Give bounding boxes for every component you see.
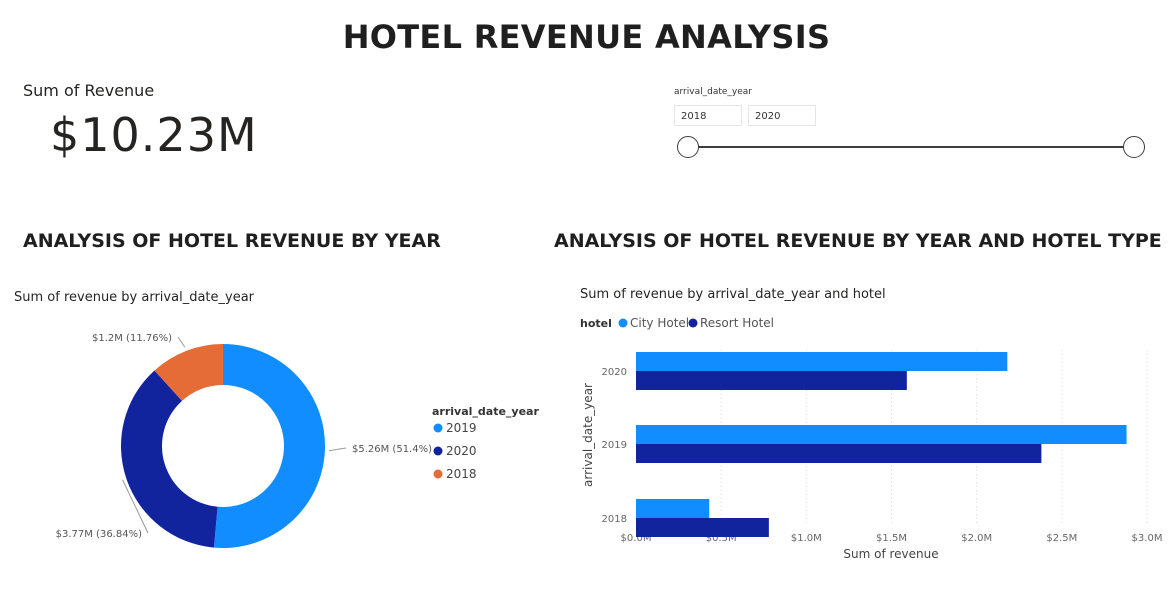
bar-x-tick-label: $2.5M (1046, 533, 1077, 544)
kpi-label: Sum of Revenue (23, 81, 155, 100)
donut-data-label-2020: $3.77M (36.84%) (56, 529, 142, 540)
donut-data-label-2019: $5.26M (51.4%) (352, 444, 432, 455)
bar-x-tick-label: $2.0M (961, 533, 992, 544)
slicer-track[interactable] (688, 146, 1134, 148)
donut-slice-2020[interactable] (121, 370, 218, 548)
bar-2019-city[interactable] (636, 425, 1127, 444)
donut-legend-marker-2020 (433, 446, 443, 456)
donut-legend-item-2020[interactable]: 2020 (446, 444, 477, 458)
slicer-from-input[interactable]: 2018 (674, 105, 742, 126)
bar-2018-city[interactable] (636, 499, 710, 518)
bar-2018-resort[interactable] (636, 518, 769, 537)
donut-leader-line (122, 479, 149, 534)
donut-slice-2018[interactable] (154, 344, 223, 401)
bar-x-tick-label: $1.5M (876, 533, 907, 544)
slicer-to-input[interactable]: 2020 (748, 105, 816, 126)
page-title: HOTEL REVENUE ANALYSIS (342, 18, 831, 56)
bar-y-axis-title: arrival_date_year (581, 383, 595, 487)
bar-chart-title: Sum of revenue by arrival_date_year and … (580, 287, 886, 302)
bar-legend-marker (688, 318, 698, 328)
bar-x-tick-label: $0.5M (706, 533, 737, 544)
donut-legend-item-2018[interactable]: 2018 (446, 467, 477, 481)
bar-y-tick-label: 2018 (602, 514, 627, 525)
bar-x-tick-label: $1.0M (791, 533, 822, 544)
bar-legend-marker (618, 318, 628, 328)
donut-leader-line (177, 336, 186, 348)
bar-2020-resort[interactable] (636, 371, 907, 390)
slicer-title: arrival_date_year (674, 87, 752, 97)
bar-legend-item[interactable]: Resort Hotel (700, 316, 774, 330)
donut-data-label-2018: $1.2M (11.76%) (92, 333, 172, 344)
donut-legend-marker-2018 (433, 469, 443, 479)
bar-chart: hotel City Hotel Resort Hotel $0.0M $0.5M $1.… (580, 316, 1163, 561)
bar-2019-resort[interactable] (636, 444, 1042, 463)
bar-y-tick-label: 2020 (602, 367, 627, 378)
bar-y-tick-label: 2019 (602, 440, 627, 451)
donut-legend-marker-2019 (433, 423, 443, 433)
donut-slice-2019[interactable] (213, 344, 326, 548)
bar-x-axis-title: Sum of revenue (843, 547, 938, 561)
bar-x-tick-label: $3.0M (1132, 533, 1163, 544)
kpi-value: $10.23M (50, 108, 258, 162)
donut-chart: $5.26M (51.4%) $3.77M (36.84%) $1.2M (11.7… (56, 333, 539, 548)
bar-legend-title: hotel (580, 317, 612, 330)
bar-x-tick-label: $0.0M (621, 533, 652, 544)
donut-legend-item-2019[interactable]: 2019 (446, 421, 477, 435)
donut-legend-title: arrival_date_year (432, 405, 539, 418)
section-title-year-hotel: ANALYSIS OF HOTEL REVENUE BY YEAR AND HO… (554, 230, 1162, 252)
slicer-handle-end[interactable] (1123, 136, 1145, 158)
donut-chart-title: Sum of revenue by arrival_date_year (14, 290, 255, 305)
bar-2020-city[interactable] (636, 352, 1008, 371)
bar-legend-item[interactable]: City Hotel (630, 316, 689, 330)
slicer-handle-start[interactable] (677, 136, 699, 158)
section-title-year: ANALYSIS OF HOTEL REVENUE BY YEAR (23, 230, 441, 252)
donut-leader-line (328, 447, 347, 452)
